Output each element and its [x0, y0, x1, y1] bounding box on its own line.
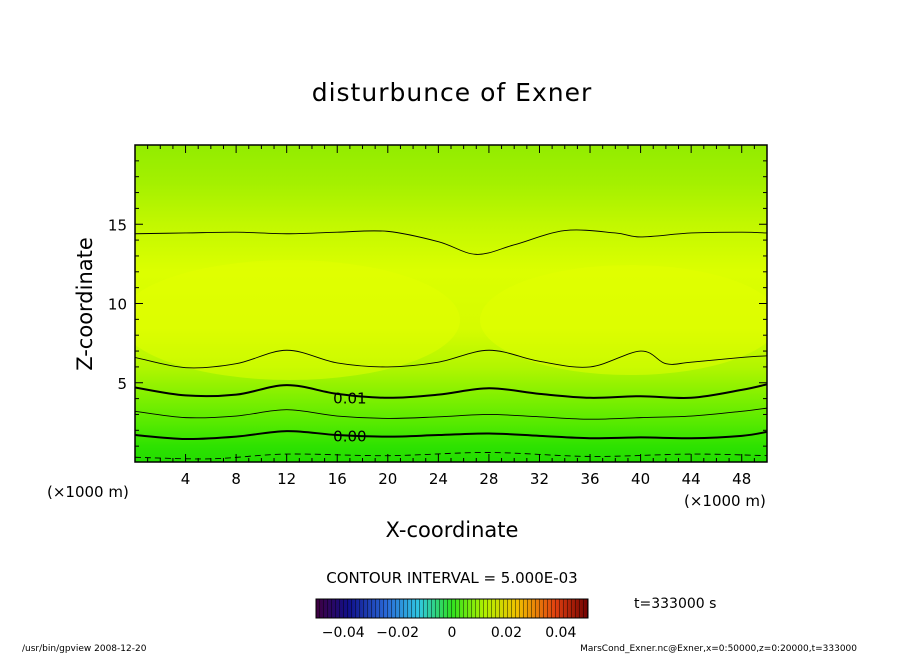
contour-line-0 — [135, 452, 767, 460]
time-label: t=333000 s — [634, 596, 716, 612]
chart-title: disturbunce of Exner — [312, 78, 593, 107]
x-tick-label-20: 20 — [378, 470, 397, 488]
x-tick-label-24: 24 — [429, 470, 448, 488]
y-tick-label-5: 5 — [117, 375, 127, 393]
colorbar: −0.04 −0.02 0 0.02 0.04 — [315, 598, 589, 641]
colorbar-tick-labels: −0.04 −0.02 0 0.02 0.04 — [322, 625, 577, 641]
x-tick-label-4: 4 — [181, 470, 191, 488]
axis-ticks — [134, 144, 768, 463]
field-highlight-right — [480, 265, 767, 375]
contour-labels: 0.01 0.00 — [333, 390, 366, 446]
x-axis-label: X-coordinate — [386, 518, 519, 542]
contour-label-1: 0.00 — [333, 428, 366, 446]
x-tick-label-48: 48 — [732, 470, 751, 488]
y-axis-label: Z-coordinate — [73, 237, 97, 371]
colorbar-stripes — [316, 599, 588, 618]
field-highlight-left — [135, 260, 460, 380]
contour-line-4 — [135, 349, 767, 369]
x-tick-label-16: 16 — [328, 470, 347, 488]
contour-lines — [135, 229, 767, 460]
x-tick-label-36: 36 — [580, 470, 599, 488]
x-tick-label-32: 32 — [530, 470, 549, 488]
colorbar-tick-label-0: −0.04 — [322, 625, 365, 641]
footer-left: /usr/bin/gpview 2008-12-20 — [22, 644, 147, 654]
colorbar-frame — [315, 598, 589, 619]
colorbar-tick-label-2: 0 — [448, 625, 457, 641]
x-unit-left: (×1000 m) — [47, 483, 129, 501]
x-unit-right: (×1000 m) — [684, 492, 766, 510]
x-tick-label-8: 8 — [231, 470, 241, 488]
x-tick-label-44: 44 — [682, 470, 701, 488]
contour-line-3 — [135, 383, 767, 400]
colorbar-tick-label-3: 0.02 — [491, 625, 522, 641]
contour-label-0: 0.01 — [333, 390, 366, 408]
x-tick-label-12: 12 — [277, 470, 296, 488]
footer-right: MarsCond_Exner.nc@Exner,x=0:50000,z=0:20… — [580, 644, 857, 654]
contour-interval-label: CONTOUR INTERVAL = 5.000E-03 — [326, 569, 577, 587]
x-tick-label-40: 40 — [631, 470, 650, 488]
y-tick-label-10: 10 — [108, 296, 127, 314]
colorbar-tick-label-1: −0.02 — [376, 625, 419, 641]
colorbar-tick-label-4: 0.04 — [545, 625, 576, 641]
contour-line-2 — [135, 407, 767, 420]
y-tick-label-15: 15 — [108, 216, 127, 234]
contour-line-1 — [135, 430, 767, 441]
contour-line-5 — [135, 229, 767, 255]
x-tick-label-28: 28 — [479, 470, 498, 488]
